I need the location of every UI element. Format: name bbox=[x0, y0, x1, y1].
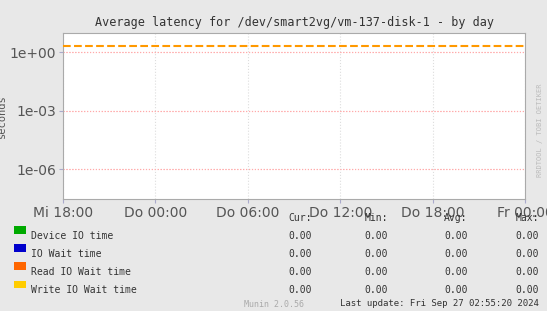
Text: 0.00: 0.00 bbox=[365, 249, 388, 259]
Text: 0.00: 0.00 bbox=[444, 267, 468, 277]
Text: Device IO time: Device IO time bbox=[31, 231, 113, 241]
Y-axis label: seconds: seconds bbox=[0, 94, 7, 138]
Text: IO Wait time: IO Wait time bbox=[31, 249, 101, 259]
Text: 0.00: 0.00 bbox=[515, 249, 539, 259]
Text: 0.00: 0.00 bbox=[365, 285, 388, 295]
Text: 0.00: 0.00 bbox=[288, 231, 312, 241]
Text: 0.00: 0.00 bbox=[444, 249, 468, 259]
Text: RRDTOOL / TOBI OETIKER: RRDTOOL / TOBI OETIKER bbox=[537, 84, 543, 177]
Text: 0.00: 0.00 bbox=[288, 267, 312, 277]
Text: 0.00: 0.00 bbox=[365, 267, 388, 277]
Text: Munin 2.0.56: Munin 2.0.56 bbox=[243, 300, 304, 309]
Text: Read IO Wait time: Read IO Wait time bbox=[31, 267, 131, 277]
Title: Average latency for /dev/smart2vg/vm-137-disk-1 - by day: Average latency for /dev/smart2vg/vm-137… bbox=[95, 16, 493, 29]
Text: Avg:: Avg: bbox=[444, 213, 468, 223]
Text: 0.00: 0.00 bbox=[515, 285, 539, 295]
Text: 0.00: 0.00 bbox=[365, 231, 388, 241]
Text: 0.00: 0.00 bbox=[444, 231, 468, 241]
Text: 0.00: 0.00 bbox=[515, 231, 539, 241]
Text: Min:: Min: bbox=[365, 213, 388, 223]
Text: 0.00: 0.00 bbox=[515, 267, 539, 277]
Text: Max:: Max: bbox=[515, 213, 539, 223]
Text: 0.00: 0.00 bbox=[288, 249, 312, 259]
Text: Last update: Fri Sep 27 02:55:20 2024: Last update: Fri Sep 27 02:55:20 2024 bbox=[340, 299, 539, 308]
Text: 0.00: 0.00 bbox=[288, 285, 312, 295]
Text: 0.00: 0.00 bbox=[444, 285, 468, 295]
Text: Write IO Wait time: Write IO Wait time bbox=[31, 285, 136, 295]
Text: Cur:: Cur: bbox=[288, 213, 312, 223]
